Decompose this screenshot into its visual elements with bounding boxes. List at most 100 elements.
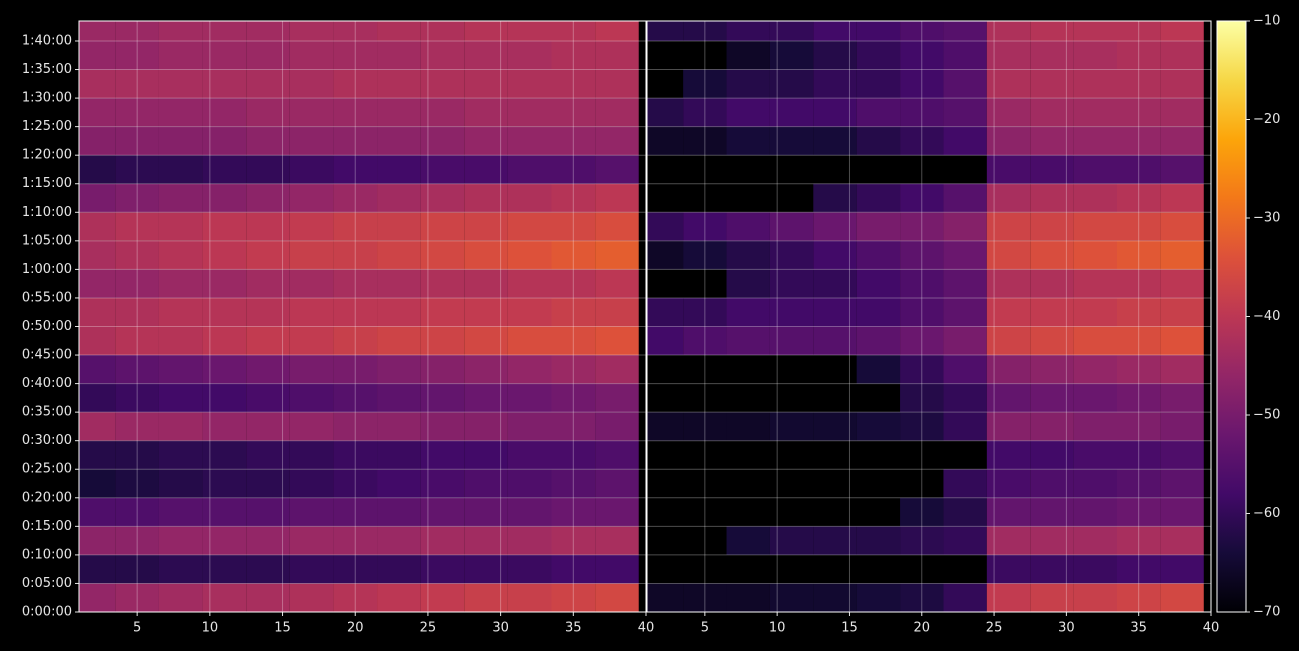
heatmap-cell — [420, 69, 465, 99]
heatmap-cell — [202, 497, 247, 527]
heatmap-cell — [115, 355, 159, 384]
heatmap-cell — [115, 212, 159, 241]
y-tick-label: 1:35:00 — [22, 62, 72, 77]
heatmap-cell — [202, 126, 247, 156]
heatmap-cell — [79, 183, 116, 213]
heatmap-cell — [1117, 440, 1161, 470]
colorbar-tick-label: −20 — [1253, 112, 1280, 127]
heatmap-cell — [595, 212, 639, 241]
heatmap-cell — [246, 583, 290, 612]
heatmap-cell — [943, 497, 987, 527]
heatmap-cell — [647, 240, 684, 270]
heatmap-cell — [202, 212, 247, 241]
heatmap-cell — [158, 126, 203, 156]
heatmap-cell — [986, 554, 1031, 584]
heatmap-cell — [900, 497, 944, 527]
heatmap-cell — [1117, 469, 1161, 498]
heatmap-cell — [943, 40, 987, 70]
heatmap-cell — [769, 269, 814, 298]
heatmap-cell — [115, 297, 159, 327]
heatmap-cell — [507, 240, 552, 270]
heatmap-cell — [1030, 412, 1074, 441]
heatmap-cell — [79, 497, 116, 527]
heatmap-cell — [289, 469, 334, 498]
heatmap-cell — [986, 155, 1031, 184]
heatmap-cell — [986, 69, 1031, 99]
heatmap-cell — [377, 355, 421, 384]
heatmap-cell — [1030, 469, 1074, 498]
heatmap-cell — [1030, 326, 1074, 356]
heatmap-cell — [115, 69, 159, 99]
heatmap-cell — [726, 21, 770, 41]
heatmap-cell — [115, 98, 159, 127]
heatmap-cell — [464, 583, 508, 612]
heatmap-cell — [289, 98, 334, 127]
heatmap-cell — [158, 497, 203, 527]
heatmap-cell — [377, 240, 421, 270]
heatmap-cell — [333, 269, 378, 298]
heatmap-cell — [333, 21, 378, 41]
heatmap-cell — [1117, 21, 1161, 41]
heatmap-cell — [377, 269, 421, 298]
heatmap-cell — [333, 326, 378, 356]
heatmap-cell — [986, 126, 1031, 156]
heatmap-cell — [1160, 212, 1204, 241]
x-tick-label: 15 — [274, 621, 291, 636]
heatmap-cell — [1030, 21, 1074, 41]
heatmap-cell — [289, 212, 334, 241]
heatmap-cell — [1160, 412, 1204, 441]
y-tick-label: 0:10:00 — [22, 547, 72, 562]
heatmap-cell — [1030, 155, 1074, 184]
heatmap-cell — [551, 440, 596, 470]
heatmap-cell — [856, 355, 901, 384]
heatmap-cell — [683, 212, 727, 241]
heatmap-cell — [202, 269, 247, 298]
heatmap-cell — [202, 21, 247, 41]
heatmap-cell — [986, 412, 1031, 441]
heatmap-cell — [420, 98, 465, 127]
heatmap-cell — [769, 212, 814, 241]
heatmap-cell — [900, 126, 944, 156]
heatmap-cell — [115, 21, 159, 41]
heatmap-cell — [333, 40, 378, 70]
heatmap-cell — [377, 440, 421, 470]
heatmap-cell — [1030, 554, 1074, 584]
heatmap-cell — [79, 440, 116, 470]
heatmap-cell — [464, 326, 508, 356]
heatmap-cell — [986, 40, 1031, 70]
x-tick-label: 20 — [347, 621, 364, 636]
heatmap-cell — [595, 69, 639, 99]
y-tick-label: 1:40:00 — [22, 33, 72, 48]
heatmap-cell — [1160, 155, 1204, 184]
heatmap-cell — [986, 355, 1031, 384]
heatmap-cell — [1073, 40, 1117, 70]
heatmap-cell — [1073, 554, 1117, 584]
heatmap-cell — [813, 183, 857, 213]
heatmap-cell — [647, 126, 684, 156]
heatmap-cell — [1030, 526, 1074, 555]
heatmap-cell — [986, 469, 1031, 498]
heatmap-cell — [115, 383, 159, 413]
heatmap-cell — [420, 297, 465, 327]
heatmap-cell — [595, 183, 639, 213]
y-tick-label: 1:25:00 — [22, 119, 72, 134]
heatmap-cell — [333, 383, 378, 413]
x-tick-label: 30 — [1058, 621, 1075, 636]
heatmap-cell — [79, 98, 116, 127]
heatmap-cell — [377, 98, 421, 127]
heatmap-cell — [377, 326, 421, 356]
heatmap-cell — [420, 155, 465, 184]
x-tick-label: 40 — [1203, 621, 1220, 636]
heatmap-cell — [79, 326, 116, 356]
heatmap-cell — [986, 212, 1031, 241]
heatmap-cell — [595, 440, 639, 470]
heatmap-cell — [683, 98, 727, 127]
y-tick-label: 0:55:00 — [22, 290, 72, 305]
heatmap-cell — [289, 269, 334, 298]
x-tick-label: 5 — [701, 621, 709, 636]
heatmap-cell — [1117, 526, 1161, 555]
heatmap-cell — [683, 126, 727, 156]
heatmap-cell — [377, 297, 421, 327]
heatmap-cell — [202, 554, 247, 584]
heatmap-cell — [943, 297, 987, 327]
